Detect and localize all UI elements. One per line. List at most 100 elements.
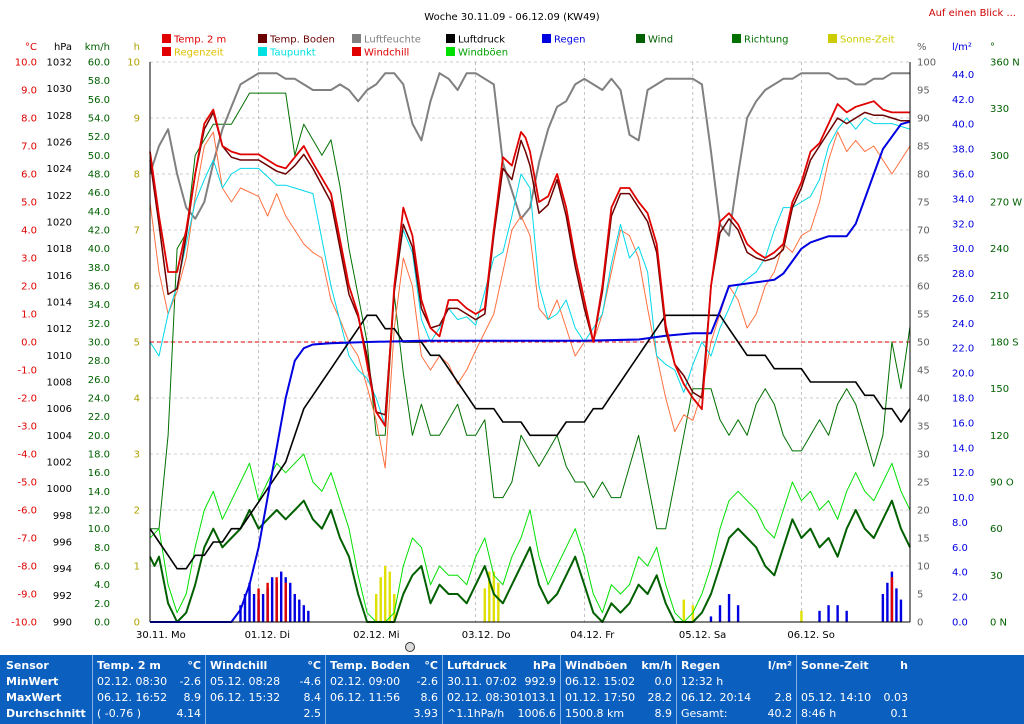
bar-sonne-zeit <box>379 577 382 622</box>
legend-label: Regen <box>554 35 586 46</box>
legend-swatch <box>258 47 267 56</box>
stats-value: 8.9 <box>183 691 202 704</box>
stats-time: 06.12. 15:32 <box>210 691 281 704</box>
stats-value: 2.5 <box>303 707 322 720</box>
axis-tick-kmh: 2.0 <box>94 599 110 610</box>
stats-value: 3.93 <box>413 707 439 720</box>
axis-tick-kmh: 42.0 <box>88 226 110 237</box>
stats-unit: km/h <box>641 659 672 672</box>
bar-regenzeit <box>279 571 283 622</box>
bar-regenzeit <box>818 610 821 622</box>
stats-time: ^1.1hPa/h <box>447 707 505 720</box>
axis-tick-lm2: 22.0 <box>952 344 974 355</box>
legend-swatch <box>542 34 551 43</box>
axis-tick-lm2: 42.0 <box>952 95 974 106</box>
axis-tick-kmh: 56.0 <box>88 95 110 106</box>
day-label: 04.12. Fr <box>570 630 615 641</box>
series-windböen <box>149 453 911 623</box>
legend-label: Wind <box>648 35 673 46</box>
axis-tick-hpa: 1028 <box>47 111 72 122</box>
axis-tick-pct: 0 <box>917 618 923 629</box>
legend-swatch <box>258 34 267 43</box>
stats-time: 8:46 h <box>801 707 837 720</box>
axis-unit-celsius: °C <box>25 42 37 53</box>
axis-tick-hpa: 1012 <box>47 324 72 335</box>
series-luftdruck <box>149 314 911 570</box>
axis-tick-hpa: 1004 <box>47 431 72 442</box>
stats-value: 2.8 <box>774 691 793 704</box>
axis-unit-h: h <box>134 42 140 53</box>
axis-tick-kmh: 26.0 <box>88 375 110 386</box>
bar-regenzeit <box>302 605 306 622</box>
axis-tick-kmh: 30.0 <box>88 338 110 349</box>
axis-tick-deg: 0 N <box>990 618 1007 629</box>
axis-tick-celsius: -1.0 <box>17 366 37 377</box>
chart-title: Woche 30.11.09 - 06.12.09 (KW49) <box>424 12 600 23</box>
stats-value: 1006.6 <box>517 707 557 720</box>
axis-tick-celsius: 8.0 <box>21 114 37 125</box>
axis-tick-pct: 100 <box>917 58 936 69</box>
axis-tick-lm2: 16.0 <box>952 418 974 429</box>
axis-tick-hpa: 1010 <box>47 351 72 362</box>
axis-tick-pct: 95 <box>917 86 930 97</box>
stats-time: 30.11. 07:02 <box>447 675 518 688</box>
axis-tick-pct: 20 <box>917 506 930 517</box>
axis-tick-pct: 60 <box>917 282 930 293</box>
axis-tick-h: 2 <box>134 506 140 517</box>
axis-tick-hpa: 990 <box>53 618 72 629</box>
axis-unit-hpa: hPa <box>54 42 72 53</box>
axis-tick-lm2: 6.0 <box>952 543 968 554</box>
bar-regenzeit <box>827 605 830 622</box>
stats-header: Regen <box>681 659 721 672</box>
axis-tick-kmh: 40.0 <box>88 244 110 255</box>
series-taupunkt <box>149 117 911 427</box>
day-label: 05.12. Sa <box>679 630 726 641</box>
axis-tick-deg: 30 <box>990 571 1003 582</box>
axis-tick-celsius: -8.0 <box>17 562 37 573</box>
axis-tick-lm2: 32.0 <box>952 219 974 230</box>
axis-tick-hpa: 994 <box>53 564 72 575</box>
stats-column: Windchill °C 05.12. 08:28 -4.6 06.12. 15:32 8… <box>205 655 325 724</box>
time-marker-icon[interactable] <box>405 642 415 652</box>
axis-tick-celsius: -7.0 <box>17 534 37 545</box>
statistics-table: Sensor MinWert MaxWert Durchschnitt Temp… <box>0 655 1024 724</box>
axis-tick-celsius: -4.0 <box>17 450 37 461</box>
bar-series <box>239 566 903 622</box>
axis-tick-kmh: 28.0 <box>88 356 110 367</box>
axis-tick-lm2: 10.0 <box>952 493 974 504</box>
stats-value: 8.4 <box>303 691 322 704</box>
axis-tick-kmh: 22.0 <box>88 412 110 423</box>
axis-tick-hpa: 1020 <box>47 218 72 229</box>
axis-tick-kmh: 52.0 <box>88 132 110 143</box>
axis-tick-hpa: 1026 <box>47 138 72 149</box>
legend-swatch <box>636 34 645 43</box>
day-label: 06.12. So <box>787 630 834 641</box>
stats-value: 8.9 <box>654 707 673 720</box>
stats-column: Regen l/m² 12:32 h 06.12. 20:14 2.8 Gesamt: 40… <box>676 655 796 724</box>
plot-frame <box>149 62 911 623</box>
axis-tick-pct: 30 <box>917 450 930 461</box>
series-temp-2-m <box>149 100 910 427</box>
stats-time: ( -0.76 ) <box>97 707 142 720</box>
bar-regenzeit <box>895 588 898 622</box>
axis-tick-pct: 25 <box>917 478 930 489</box>
bar-regenzeit <box>243 594 247 622</box>
axis-tick-deg: 60 <box>990 524 1003 535</box>
axis-tick-h: 10 <box>127 58 140 69</box>
overview-link[interactable]: Auf einen Blick ... <box>929 8 1016 19</box>
legend-swatch <box>352 34 361 43</box>
bar-sonne-zeit <box>483 588 486 622</box>
axis-tick-kmh: 54.0 <box>88 114 110 125</box>
axis-tick-hpa: 998 <box>53 511 72 522</box>
axis-tick-h: 0 <box>134 618 140 629</box>
series-regen <box>150 120 911 623</box>
axis-tick-h: 4 <box>134 394 140 405</box>
axis-tick-kmh: 6.0 <box>94 562 110 573</box>
day-label: 01.12. Di <box>245 630 290 641</box>
stats-header: Windböen <box>565 659 628 672</box>
bar-regenzeit <box>248 582 251 622</box>
axis-tick-pct: 50 <box>917 338 930 349</box>
stats-column: Temp. Boden °C 02.12. 09:00 -2.6 06.12. 11:5… <box>325 655 442 724</box>
axis-tick-hpa: 1018 <box>47 244 72 255</box>
series-luftfeuchte <box>149 72 910 237</box>
